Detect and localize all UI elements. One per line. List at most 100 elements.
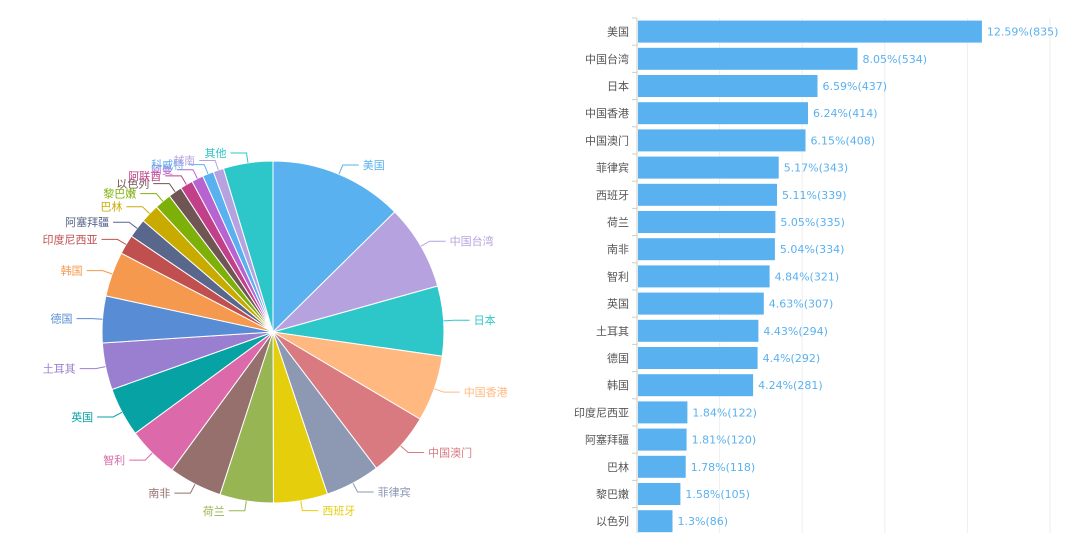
y-tick-label: 韩国 bbox=[607, 378, 629, 392]
pie-leader-line bbox=[101, 238, 127, 245]
pie-leader-line bbox=[400, 445, 425, 453]
bar-value-label: 5.05%(335) bbox=[780, 216, 845, 229]
bar-value-label: 5.11%(339) bbox=[782, 189, 847, 202]
bar-value-label: 5.17%(343) bbox=[784, 162, 849, 175]
pie-label: 阿联酋 bbox=[128, 169, 161, 183]
y-tick-label: 日本 bbox=[607, 79, 629, 93]
bar[interactable] bbox=[638, 47, 858, 70]
bar-value-label: 12.59%(835) bbox=[987, 26, 1059, 39]
y-tick-label: 中国香港 bbox=[585, 107, 629, 120]
pie-label: 以色列 bbox=[116, 177, 149, 191]
y-tick-label: 智利 bbox=[607, 269, 629, 283]
pie-leader-line bbox=[174, 483, 196, 494]
pie-leader-line bbox=[199, 160, 219, 171]
pie-leader-line bbox=[113, 221, 138, 229]
bar[interactable] bbox=[638, 75, 818, 97]
pie-label: 西班牙 bbox=[322, 505, 355, 518]
pie-label: 其他 bbox=[205, 147, 227, 160]
pie-label: 土耳其 bbox=[43, 363, 76, 376]
bar-value-label: 6.24%(414) bbox=[813, 107, 878, 120]
bar-value-label: 1.81%(120) bbox=[692, 434, 757, 447]
bar[interactable] bbox=[638, 238, 775, 261]
bar[interactable] bbox=[638, 211, 776, 233]
y-tick-label: 阿塞拜疆 bbox=[585, 433, 629, 447]
bar-value-label: 8.05%(534) bbox=[863, 53, 928, 66]
pie-label: 韩国 bbox=[61, 264, 83, 278]
pie-label: 越南 bbox=[173, 154, 195, 168]
pie-leader-line bbox=[97, 411, 123, 418]
bar-value-label: 1.3%(86) bbox=[678, 515, 729, 528]
pie-label: 南非 bbox=[148, 487, 170, 500]
pie-label: 巴林 bbox=[100, 200, 122, 214]
y-tick-label: 美国 bbox=[607, 26, 629, 39]
bar[interactable] bbox=[638, 292, 764, 315]
pie-leader-line bbox=[420, 240, 446, 247]
pie-leader-line bbox=[338, 164, 359, 175]
pie-label: 中国香港 bbox=[464, 386, 508, 399]
pie-leader-line bbox=[188, 164, 209, 174]
bar[interactable] bbox=[638, 483, 681, 505]
pie-label: 日本 bbox=[474, 313, 496, 327]
bar[interactable] bbox=[638, 319, 759, 342]
bar-value-label: 6.59%(437) bbox=[823, 80, 888, 93]
pie-leader-line bbox=[165, 175, 187, 185]
y-tick-label: 菲律宾 bbox=[596, 161, 629, 175]
pie-slice[interactable] bbox=[272, 160, 396, 334]
pie-label: 黎巴嫩 bbox=[103, 187, 136, 201]
pie-leader-line bbox=[129, 452, 153, 461]
bar[interactable] bbox=[638, 401, 688, 424]
pie-label: 阿曼 bbox=[151, 164, 173, 177]
pie-leader-line bbox=[228, 500, 247, 512]
bar[interactable] bbox=[638, 347, 758, 369]
y-tick-label: 以色列 bbox=[596, 514, 629, 528]
pie-label: 荷兰 bbox=[203, 505, 225, 518]
pie-label: 科威特 bbox=[151, 158, 184, 172]
bar[interactable] bbox=[638, 183, 777, 206]
bar-value-label: 4.63%(307) bbox=[769, 298, 834, 311]
pie-label: 美国 bbox=[363, 159, 385, 172]
bar-value-label: 6.15%(408) bbox=[811, 134, 876, 147]
y-tick-label: 南非 bbox=[607, 243, 629, 256]
pie-leader-line bbox=[153, 183, 176, 193]
bar-value-label: 1.58%(105) bbox=[685, 488, 750, 501]
bar[interactable] bbox=[638, 129, 806, 152]
pie-label: 德国 bbox=[51, 312, 73, 326]
bar-value-label: 1.78%(118) bbox=[691, 461, 756, 474]
bar[interactable] bbox=[638, 455, 686, 478]
bar[interactable] bbox=[638, 156, 779, 179]
y-tick-label: 黎巴嫩 bbox=[596, 487, 629, 501]
bar[interactable] bbox=[638, 428, 687, 451]
bar-value-label: 4.24%(281) bbox=[758, 379, 823, 392]
y-tick-label: 西班牙 bbox=[596, 189, 629, 202]
pie-label: 中国台湾 bbox=[450, 234, 494, 248]
y-tick-label: 中国澳门 bbox=[585, 133, 629, 147]
pie-leader-line bbox=[126, 206, 150, 214]
pie-leader-line bbox=[79, 366, 106, 370]
pie-leader-line bbox=[140, 193, 164, 202]
bar[interactable] bbox=[638, 510, 673, 533]
y-tick-label: 德国 bbox=[607, 351, 629, 365]
y-tick-label: 荷兰 bbox=[607, 216, 629, 229]
pie-leader-line bbox=[300, 500, 319, 512]
pie-leader-line bbox=[86, 270, 113, 275]
bar[interactable] bbox=[638, 102, 808, 125]
pie-label: 印度尼西亚 bbox=[43, 232, 98, 246]
pie-slice[interactable] bbox=[222, 160, 274, 333]
pie-leader-line bbox=[177, 169, 198, 179]
bar[interactable] bbox=[638, 20, 982, 43]
bar[interactable] bbox=[638, 265, 770, 288]
bar-value-label: 5.04%(334) bbox=[780, 243, 845, 256]
y-tick-label: 土耳其 bbox=[596, 325, 629, 338]
bar-value-label: 4.84%(321) bbox=[775, 270, 840, 283]
pie-leader-line bbox=[230, 152, 249, 163]
y-tick-label: 中国台湾 bbox=[585, 52, 629, 66]
pie-label: 智利 bbox=[103, 453, 125, 467]
pie-label: 英国 bbox=[71, 410, 93, 424]
pie-leader-line bbox=[443, 319, 470, 322]
pie-label: 菲律宾 bbox=[378, 485, 411, 499]
bar[interactable] bbox=[638, 374, 754, 397]
bar-value-label: 4.4%(292) bbox=[763, 352, 821, 365]
pie-label: 阿塞拜疆 bbox=[65, 215, 109, 229]
